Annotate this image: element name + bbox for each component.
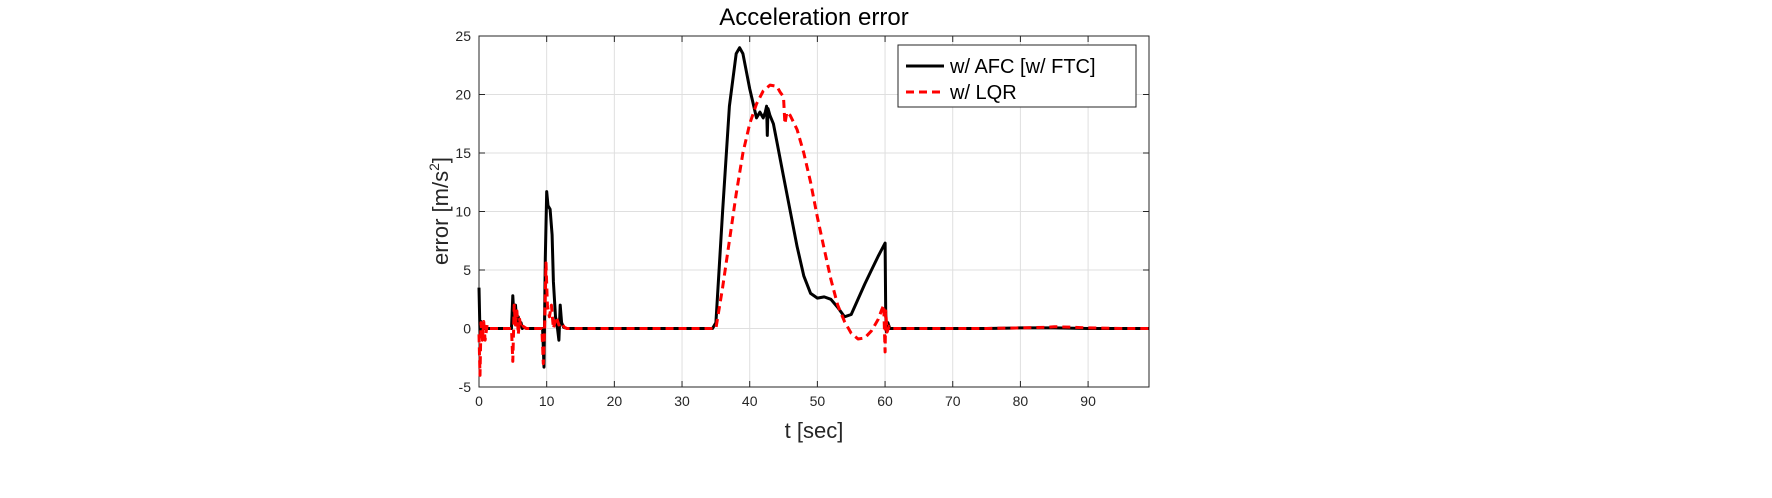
series xyxy=(477,46,1149,377)
y-axis-label: error [m/s2] xyxy=(426,157,453,265)
y-tick-label: 5 xyxy=(463,262,471,278)
x-tick-label: 50 xyxy=(810,393,826,409)
x-tick-label: 40 xyxy=(742,393,758,409)
y-tick-label: 20 xyxy=(455,87,471,103)
y-axis-label-superscript: 2 xyxy=(426,163,442,171)
legend-box xyxy=(897,44,1137,108)
x-axis-label: t [sec] xyxy=(785,418,844,443)
legend-label-afc: w/ AFC [w/ FTC] xyxy=(949,56,1096,78)
x-tick-label: 60 xyxy=(877,393,893,409)
x-tick-label: 20 xyxy=(607,393,623,409)
legend-label-lqr: w/ LQR xyxy=(949,82,1017,104)
series-line-lqr xyxy=(477,83,1149,377)
x-tick-label: 10 xyxy=(539,393,555,409)
y-axis-label-end: ] xyxy=(428,157,453,163)
x-tick-label: 70 xyxy=(945,393,961,409)
y-tick-label: 0 xyxy=(463,321,471,337)
chart-title: Acceleration error xyxy=(719,4,908,31)
legend: w/ AFC [w/ FTC] w/ LQR xyxy=(897,44,1137,108)
y-tick-label: 10 xyxy=(455,204,471,220)
x-tick-label: 30 xyxy=(674,393,690,409)
y-tick-label: -5 xyxy=(459,379,472,395)
y-tick-label: 15 xyxy=(455,145,471,161)
x-tick-label: 80 xyxy=(1013,393,1029,409)
x-tick-label: 0 xyxy=(475,393,483,409)
y-axis-label-main: error [m/s xyxy=(428,171,453,265)
x-tick-label: 90 xyxy=(1080,393,1096,409)
y-tick-label: 25 xyxy=(455,28,471,44)
